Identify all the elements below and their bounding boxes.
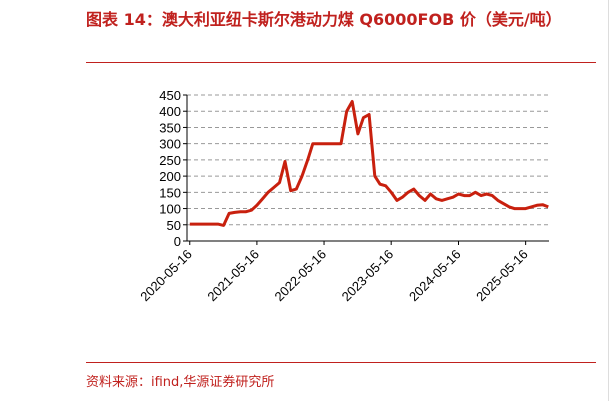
y-tick-label: 150: [159, 185, 181, 200]
y-tick-label: 450: [159, 88, 181, 103]
y-tick-label: 350: [159, 120, 181, 135]
x-tick-label: 2021-05-16: [204, 247, 262, 305]
source-rule: [86, 362, 596, 363]
x-tick-label: 2025-05-16: [473, 247, 531, 305]
x-tick-label: 2022-05-16: [272, 247, 330, 305]
source-note: 资料来源：ifind,华源证券研究所: [86, 375, 275, 390]
price-line: [189, 100, 549, 227]
y-tick-label: 400: [159, 104, 181, 119]
title-rule: [86, 62, 596, 63]
page-edge: [608, 0, 609, 401]
x-tick-label: 2024-05-16: [406, 247, 464, 305]
y-tick-label: 0: [174, 234, 181, 249]
y-tick-label: 250: [159, 153, 181, 168]
x-tick-label: 2023-05-16: [339, 247, 397, 305]
chart-title: 图表 14：澳大利亚纽卡斯尔港动力煤 Q6000FOB 价（美元/吨）: [86, 10, 562, 29]
x-tick-label: 2020-05-16: [137, 247, 195, 305]
y-tick-label: 300: [159, 137, 181, 152]
y-tick-label: 50: [167, 218, 181, 233]
y-tick-label: 200: [159, 169, 181, 184]
y-tick-label: 100: [159, 202, 181, 217]
